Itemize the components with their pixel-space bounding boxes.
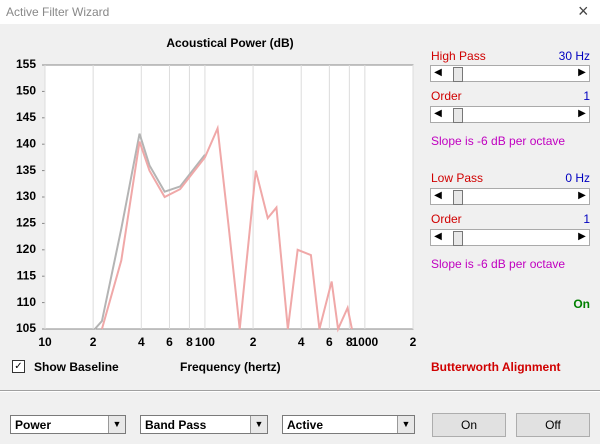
y-tick-label: 140 xyxy=(16,136,36,150)
y-tick-label: 110 xyxy=(17,295,37,309)
data-line xyxy=(94,133,206,330)
alignment: Butterworth Alignment xyxy=(431,360,561,374)
x-tick-label: 6 xyxy=(166,335,173,349)
checkbox[interactable]: ✓ xyxy=(12,360,25,373)
chart: Acoustical Power (dB) 105 110 115 120 125 130… xyxy=(16,36,417,349)
title-bar: Active Filter Wizard × xyxy=(0,0,600,24)
x-tick-label: 4 xyxy=(298,335,305,349)
button[interactable]: On xyxy=(432,413,506,437)
high-pass-value: 30 Hz xyxy=(558,49,590,63)
y-tick-label: 155 xyxy=(16,57,36,71)
low-pass-order: 1 xyxy=(583,212,590,226)
dropdown-value: Active xyxy=(287,418,324,432)
high-pass-order-slider[interactable]: ◀ ▶ xyxy=(430,106,590,123)
x-tick-label: 4 xyxy=(138,335,145,349)
low-pass-slider[interactable]: ◀ ▶ xyxy=(430,188,590,205)
x-tick-label: 100 xyxy=(195,335,215,349)
y-tick-label: 130 xyxy=(16,189,36,203)
status: On xyxy=(573,297,590,311)
high-pass-order-label: Order xyxy=(431,89,462,103)
x-tick-label: 6 xyxy=(326,335,333,349)
dropdown[interactable]: Active ▼ xyxy=(282,415,415,434)
low-pass-slope: Slope is -6 dB per octave xyxy=(431,257,566,271)
x-axis-label: Frequency (hertz) xyxy=(180,360,281,374)
y-tick-label: 125 xyxy=(16,216,36,230)
low-pass-order-label: Order xyxy=(431,212,462,226)
high-pass-slider[interactable]: ◀ ▶ xyxy=(430,65,590,82)
separator xyxy=(0,390,600,392)
dropdown[interactable]: Band Pass ▼ xyxy=(140,415,268,434)
high-pass-order: 1 xyxy=(583,89,590,103)
x-tick-label: 8 xyxy=(346,335,353,349)
close-button[interactable]: × xyxy=(578,1,589,21)
x-tick-label: 2 xyxy=(90,335,97,349)
dropdown-value: Power xyxy=(15,418,52,432)
x-tick-label: 8 xyxy=(186,335,193,349)
y-tick-label: 150 xyxy=(16,84,36,98)
dropdown-value: Band Pass xyxy=(145,418,207,432)
data-line xyxy=(100,124,353,333)
button[interactable]: Off xyxy=(516,413,590,437)
high-pass-slope: Slope is -6 dB per octave xyxy=(431,134,566,148)
low-pass-label: Low Pass xyxy=(431,171,484,185)
high-pass-label: High Pass xyxy=(431,49,486,63)
checkbox-label[interactable]: Show Baseline xyxy=(34,360,119,374)
chart-title: Acoustical Power (dB) xyxy=(166,36,293,50)
y-tick-label: 145 xyxy=(16,110,36,124)
dropdown[interactable]: Power ▼ xyxy=(10,415,126,434)
x-tick-label: 2 xyxy=(410,335,417,349)
y-tick-label: 120 xyxy=(16,242,36,256)
low-pass-order-slider[interactable]: ◀ ▶ xyxy=(430,229,590,246)
y-tick-label: 135 xyxy=(16,163,36,177)
x-tick-label: 10 xyxy=(38,335,52,349)
x-tick-label: 1000 xyxy=(352,335,379,349)
x-tick-label: 2 xyxy=(250,335,257,349)
y-tick-label: 105 xyxy=(16,321,36,335)
window-title: Active Filter Wizard xyxy=(6,5,110,19)
low-pass-value: 0 Hz xyxy=(565,171,590,185)
y-tick-label: 115 xyxy=(17,268,37,282)
plot-area xyxy=(44,64,414,330)
